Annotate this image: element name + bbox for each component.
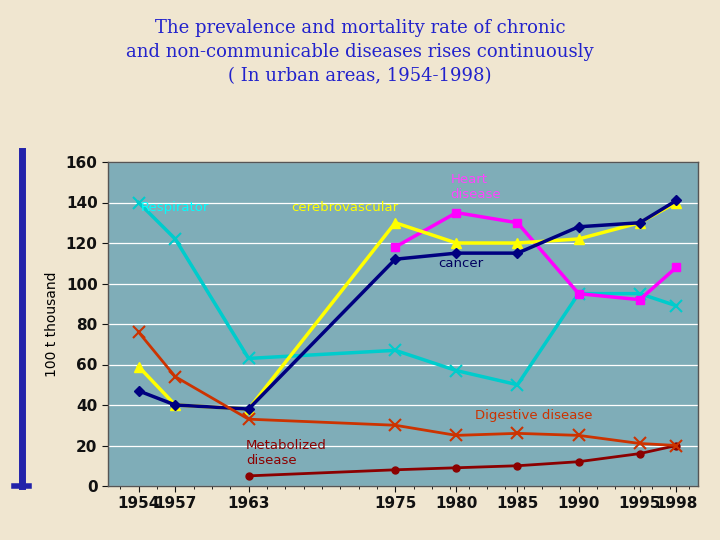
Text: cerebrovascular: cerebrovascular [292,200,398,214]
Text: Respirator: Respirator [141,200,210,214]
Text: cancer: cancer [438,257,483,271]
Y-axis label: 100 t thousand: 100 t thousand [45,271,59,377]
Text: The prevalence and mortality rate of chronic
and non-communicable diseases rises: The prevalence and mortality rate of chr… [126,19,594,85]
Text: Digestive disease: Digestive disease [474,409,593,422]
Text: Metabolized
disease: Metabolized disease [246,438,327,467]
Text: Heart
disease: Heart disease [450,173,501,201]
